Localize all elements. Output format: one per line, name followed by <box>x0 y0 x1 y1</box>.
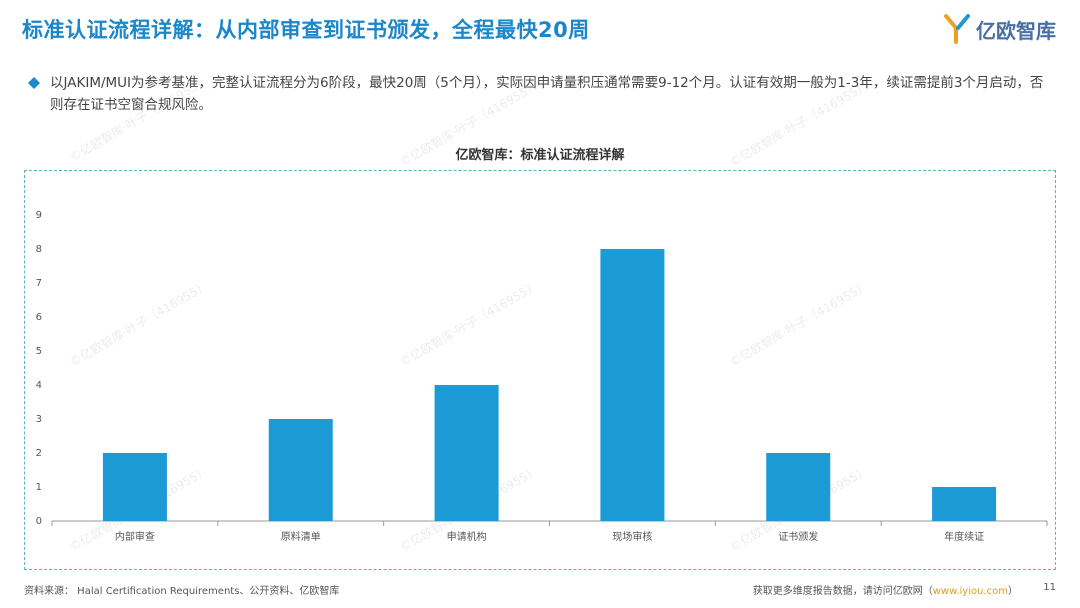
x-tick-label: 证书颁发 <box>778 530 818 543</box>
more-reports-note: 获取更多维度报告数据，请访问亿欧网（www.iyiou.com） <box>753 582 1018 597</box>
bar-1 <box>102 453 167 521</box>
logo-text: 亿欧智库 <box>976 18 1056 43</box>
x-tick-label: 年度续证 <box>944 530 984 543</box>
diamond-bullet-icon <box>28 77 40 89</box>
x-tick-label: 申请机构 <box>447 530 487 543</box>
bar-3 <box>434 385 499 521</box>
more-prefix: 获取更多维度报告数据，请访问亿欧网（ <box>752 586 933 597</box>
y-tick-label: 5 <box>36 346 42 357</box>
logo-icon <box>944 14 970 44</box>
bar-5 <box>766 453 831 521</box>
y-tick-label: 1 <box>36 482 42 493</box>
bar-6 <box>932 487 997 521</box>
chart-frame: 0 1 2 3 4 5 6 7 8 9 内部审查 原料清单 申请机构 现场审核 证书颁发 年度续证 <box>24 170 1056 570</box>
summary-bullet: 以JAKIM/MUI为参考基准，完整认证流程分为6阶段，最快20周（5个月），实… <box>28 72 1056 116</box>
bar-4 <box>600 249 665 521</box>
y-tick-label: 3 <box>36 414 42 425</box>
x-tick-label: 内部审查 <box>115 530 155 543</box>
website-link[interactable]: www.iyiou.com <box>932 586 1008 597</box>
x-tick-label: 现场审核 <box>612 530 652 543</box>
bar-2 <box>268 419 333 521</box>
more-suffix: ） <box>1008 586 1018 597</box>
y-tick-label: 0 <box>36 516 42 527</box>
summary-text: 以JAKIM/MUI为参考基准，完整认证流程分为6阶段，最快20周（5个月），实… <box>50 75 1044 113</box>
page-number: 11 <box>1043 582 1056 593</box>
chart-title: 亿欧智库：标准认证流程详解 <box>455 148 625 163</box>
y-tick-label: 9 <box>36 210 42 221</box>
y-tick-label: 7 <box>36 278 42 289</box>
brand-logo: 亿欧智库 <box>944 14 1056 44</box>
y-tick-label: 6 <box>36 312 42 323</box>
bar-chart: 0 1 2 3 4 5 6 7 8 9 内部审查 原料清单 申请机构 现场审核 证书颁发 年度续证 <box>36 210 1048 543</box>
source-note: 资料来源： Halal Certification Requirements、公… <box>24 586 340 597</box>
y-tick-label: 2 <box>36 448 42 459</box>
y-tick-label: 4 <box>36 380 42 391</box>
y-tick-label: 8 <box>36 244 42 255</box>
page-title: 标准认证流程详解：从内部审查到证书颁发，全程最快20周 <box>22 18 590 42</box>
x-tick-label: 原料清单 <box>281 530 321 543</box>
